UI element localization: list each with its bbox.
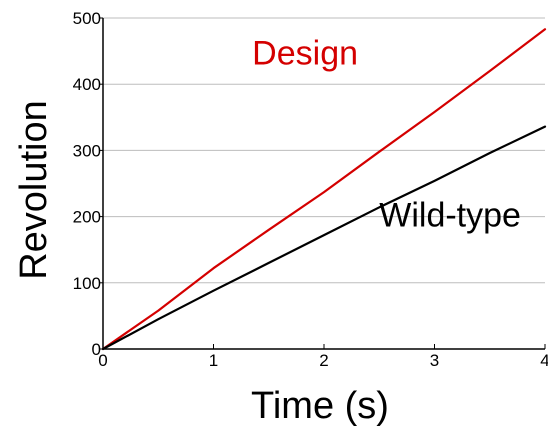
y-tick-label-200: 200 [73,208,101,227]
y-tick-label-400: 400 [73,75,101,94]
y-tick-label-300: 300 [73,141,101,160]
series-lines [101,28,547,351]
y-tick-label-100: 100 [73,274,101,293]
axes [99,17,546,350]
y-axis-label: Revolution [13,100,55,280]
x-tick-label-2: 2 [319,351,328,370]
y-tick-label-0: 0 [92,340,101,359]
series-line-wild-type [101,125,547,351]
annotation-design: Design [252,34,358,72]
x-axis-label: Time (s) [251,385,389,427]
x-tick-label-4: 4 [540,351,548,370]
y-tick-label-500: 500 [73,9,101,28]
annotation-wild-type: Wild-type [379,197,521,235]
x-tick-label-0: 0 [98,351,107,370]
tick-labels: 0 100 200 300 400 500 0 1 2 3 4 [73,9,548,370]
annotations: Design Wild-type [252,34,521,234]
x-tick-label-1: 1 [209,351,218,370]
x-tick-label-3: 3 [430,351,439,370]
series-line-design [101,28,547,351]
